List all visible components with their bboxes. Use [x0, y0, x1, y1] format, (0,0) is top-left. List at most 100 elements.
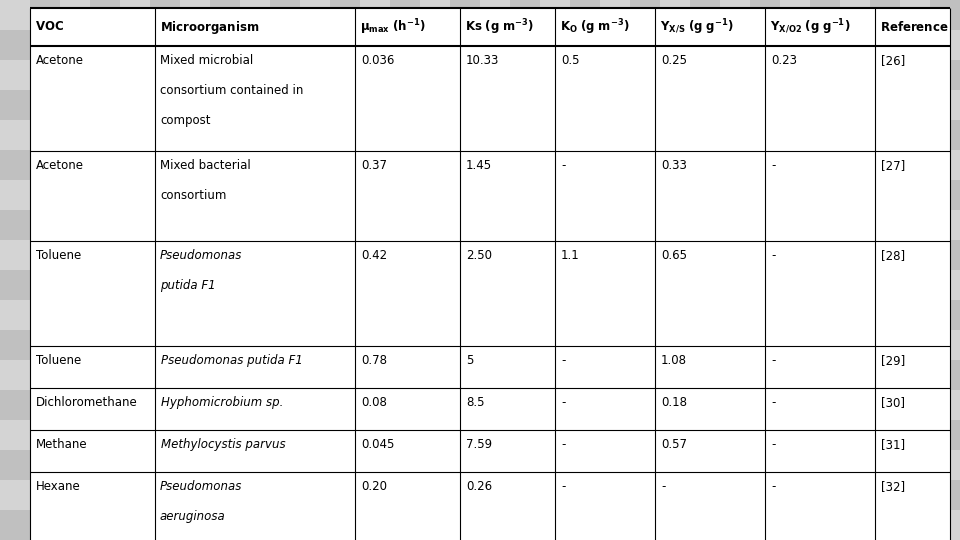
Bar: [90, 210, 120, 240]
Bar: [630, 510, 660, 540]
Bar: [180, 270, 210, 300]
Bar: [810, 240, 840, 270]
Bar: [120, 360, 150, 390]
Bar: [90, 60, 120, 90]
Bar: [540, 180, 570, 210]
Bar: [480, 270, 510, 300]
Text: [30]: [30]: [881, 396, 905, 409]
Bar: [810, 120, 840, 150]
Bar: [390, 0, 420, 30]
Bar: [570, 300, 600, 330]
Bar: [750, 150, 780, 180]
Bar: [90, 420, 120, 450]
Text: compost: compost: [160, 114, 210, 127]
Bar: [150, 510, 180, 540]
Bar: [660, 390, 690, 420]
Bar: [570, 0, 600, 30]
Bar: [840, 150, 870, 180]
Bar: [630, 180, 660, 210]
Bar: [300, 210, 330, 240]
Bar: [660, 330, 690, 360]
Bar: [90, 480, 120, 510]
Bar: [120, 210, 150, 240]
Bar: [870, 300, 900, 330]
Bar: [450, 240, 480, 270]
Bar: [390, 450, 420, 480]
Bar: [270, 150, 300, 180]
Bar: [60, 240, 90, 270]
Bar: [180, 330, 210, 360]
Bar: [690, 0, 720, 30]
Bar: [840, 240, 870, 270]
Bar: [390, 240, 420, 270]
Bar: [690, 480, 720, 510]
Bar: [900, 420, 930, 450]
Bar: [720, 390, 750, 420]
Bar: [570, 510, 600, 540]
Bar: [270, 300, 300, 330]
Bar: [780, 450, 810, 480]
Bar: [420, 480, 450, 510]
Bar: [60, 450, 90, 480]
Bar: [660, 90, 690, 120]
Bar: [870, 360, 900, 390]
Bar: [600, 480, 630, 510]
Text: 10.33: 10.33: [466, 54, 499, 67]
Bar: [450, 510, 480, 540]
Bar: [150, 180, 180, 210]
Bar: [930, 60, 960, 90]
Bar: [90, 0, 120, 30]
Bar: [810, 210, 840, 240]
Bar: [900, 300, 930, 330]
Bar: [480, 0, 510, 30]
Bar: [330, 180, 360, 210]
Bar: [540, 90, 570, 120]
Bar: [510, 390, 540, 420]
Bar: [450, 390, 480, 420]
Bar: [30, 360, 60, 390]
Bar: [870, 450, 900, 480]
Text: 0.65: 0.65: [661, 249, 687, 262]
Bar: [30, 480, 60, 510]
Bar: [510, 240, 540, 270]
Bar: [270, 90, 300, 120]
Bar: [0, 270, 30, 300]
Bar: [360, 180, 390, 210]
Bar: [300, 150, 330, 180]
Bar: [210, 180, 240, 210]
Text: 7.59: 7.59: [466, 438, 492, 451]
Bar: [450, 480, 480, 510]
Bar: [510, 90, 540, 120]
Bar: [480, 390, 510, 420]
Bar: [0, 30, 30, 60]
Bar: [300, 30, 330, 60]
Text: $\bf{Y_{X/O2}}$ $\bf{(g\ g^{-1})}$: $\bf{Y_{X/O2}}$ $\bf{(g\ g^{-1})}$: [770, 17, 851, 37]
Bar: [450, 270, 480, 300]
Bar: [480, 210, 510, 240]
Bar: [720, 450, 750, 480]
Bar: [930, 180, 960, 210]
Bar: [630, 360, 660, 390]
Bar: [660, 120, 690, 150]
Bar: [420, 300, 450, 330]
Bar: [840, 330, 870, 360]
Bar: [420, 60, 450, 90]
Bar: [150, 360, 180, 390]
Bar: [780, 150, 810, 180]
Bar: [30, 30, 60, 60]
Bar: [330, 480, 360, 510]
Bar: [690, 120, 720, 150]
Bar: [750, 420, 780, 450]
Bar: [300, 480, 330, 510]
Bar: [600, 450, 630, 480]
Bar: [570, 480, 600, 510]
Bar: [420, 90, 450, 120]
Bar: [540, 120, 570, 150]
Bar: [810, 360, 840, 390]
Bar: [480, 330, 510, 360]
Bar: [840, 450, 870, 480]
Bar: [540, 510, 570, 540]
Bar: [450, 420, 480, 450]
Bar: [360, 240, 390, 270]
Bar: [510, 510, 540, 540]
